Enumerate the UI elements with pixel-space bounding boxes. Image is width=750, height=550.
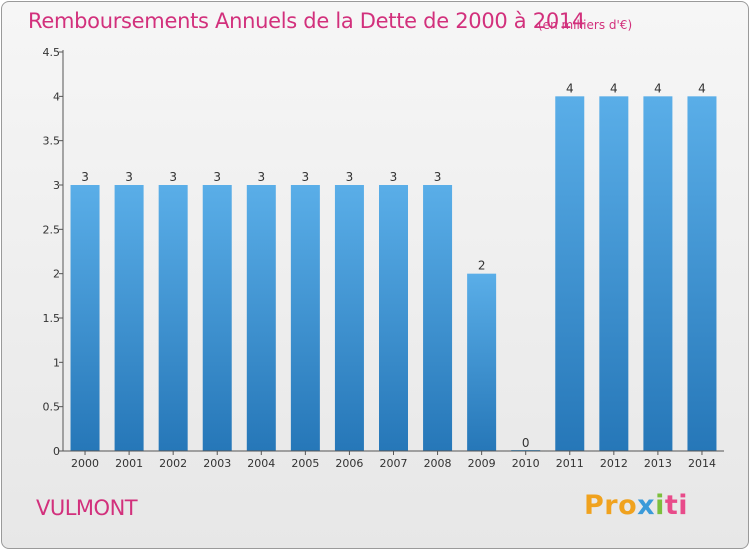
y-tick-label: 0: [53, 445, 60, 458]
bar-2000[interactable]: [70, 185, 100, 451]
data-label-2005: 3: [302, 170, 310, 184]
y-tick-label: 2: [53, 268, 60, 281]
chart-title: Remboursements Annuels de la Dette de 20…: [28, 9, 585, 33]
bar-2006[interactable]: [334, 185, 364, 451]
data-label-2008: 3: [434, 170, 442, 184]
bar-2012[interactable]: [599, 96, 629, 451]
x-tick-label-2004: 2004: [247, 457, 275, 470]
logo-part-1: Pro: [584, 490, 638, 521]
logo-part-4: ti: [664, 490, 689, 521]
x-tick-label-2002: 2002: [159, 457, 187, 470]
proxiti-logo[interactable]: Proxiti: [584, 490, 688, 521]
x-tick-label-2001: 2001: [115, 457, 143, 470]
x-tick-label-2007: 2007: [380, 457, 408, 470]
data-label-2003: 3: [213, 170, 221, 184]
data-label-2013: 4: [654, 81, 662, 95]
x-tick-label-2009: 2009: [468, 457, 496, 470]
x-tick-label-2010: 2010: [512, 457, 540, 470]
x-tick-label-2005: 2005: [291, 457, 319, 470]
data-label-2002: 3: [169, 170, 177, 184]
x-tick-label-2014: 2014: [688, 457, 716, 470]
logo-part-2: x: [637, 490, 656, 521]
bar-2001[interactable]: [114, 185, 144, 451]
bar-2004[interactable]: [246, 185, 276, 451]
x-tick-label-2006: 2006: [335, 457, 363, 470]
y-tick-label: 1.5: [43, 312, 61, 325]
y-tick-label: 2.5: [43, 223, 61, 236]
x-axis: 2000 2001 2002 2003 2004 2005 2006 2007 2008 2009…: [63, 450, 724, 470]
bar-2007[interactable]: [379, 185, 408, 451]
data-label-2004: 3: [257, 170, 265, 184]
bar-2005[interactable]: [290, 185, 320, 451]
x-tick-label-2011: 2011: [556, 457, 584, 470]
x-tick-label-2013: 2013: [644, 457, 672, 470]
bar-2003[interactable]: [202, 185, 232, 451]
data-label-2001: 3: [125, 170, 133, 184]
bar-2009[interactable]: [467, 273, 497, 451]
bar-2008[interactable]: [423, 185, 453, 451]
data-label-2009: 2: [478, 259, 486, 273]
data-label-2000: 3: [81, 170, 89, 184]
bar-2011[interactable]: [555, 96, 585, 451]
y-tick-label: 4: [53, 90, 60, 103]
bars: 3 3 3 3 3 3 3 3 3 2 0 4 4 4 4: [70, 81, 717, 451]
y-tick-label: 4.5: [43, 46, 61, 59]
data-label-2007: 3: [390, 170, 398, 184]
data-label-2011: 4: [566, 81, 574, 95]
x-tick-label-2012: 2012: [600, 457, 628, 470]
data-label-2012: 4: [610, 81, 618, 95]
bar-2002[interactable]: [158, 185, 188, 451]
bar-2013[interactable]: [643, 96, 673, 451]
data-label-2010: 0: [522, 436, 530, 450]
x-tick-label-2003: 2003: [203, 457, 231, 470]
data-label-2006: 3: [346, 170, 354, 184]
y-tick-label: 3: [53, 179, 60, 192]
logo-part-3: i: [655, 490, 665, 521]
bar-2014[interactable]: [687, 96, 717, 451]
y-tick-label: 0.5: [43, 401, 61, 414]
y-axis: 0 0.5 1 1.5 2 2.5 3 3.5 4 4.5: [43, 46, 64, 458]
data-label-2014: 4: [698, 81, 706, 95]
y-tick-label: 3.5: [43, 135, 61, 148]
x-tick-label-2000: 2000: [71, 457, 99, 470]
commune-name: VULMONT: [36, 496, 138, 520]
x-tick-label-2008: 2008: [424, 457, 452, 470]
chart-subtitle: (en milliers d'€): [538, 18, 633, 32]
y-tick-label: 1: [53, 356, 60, 369]
